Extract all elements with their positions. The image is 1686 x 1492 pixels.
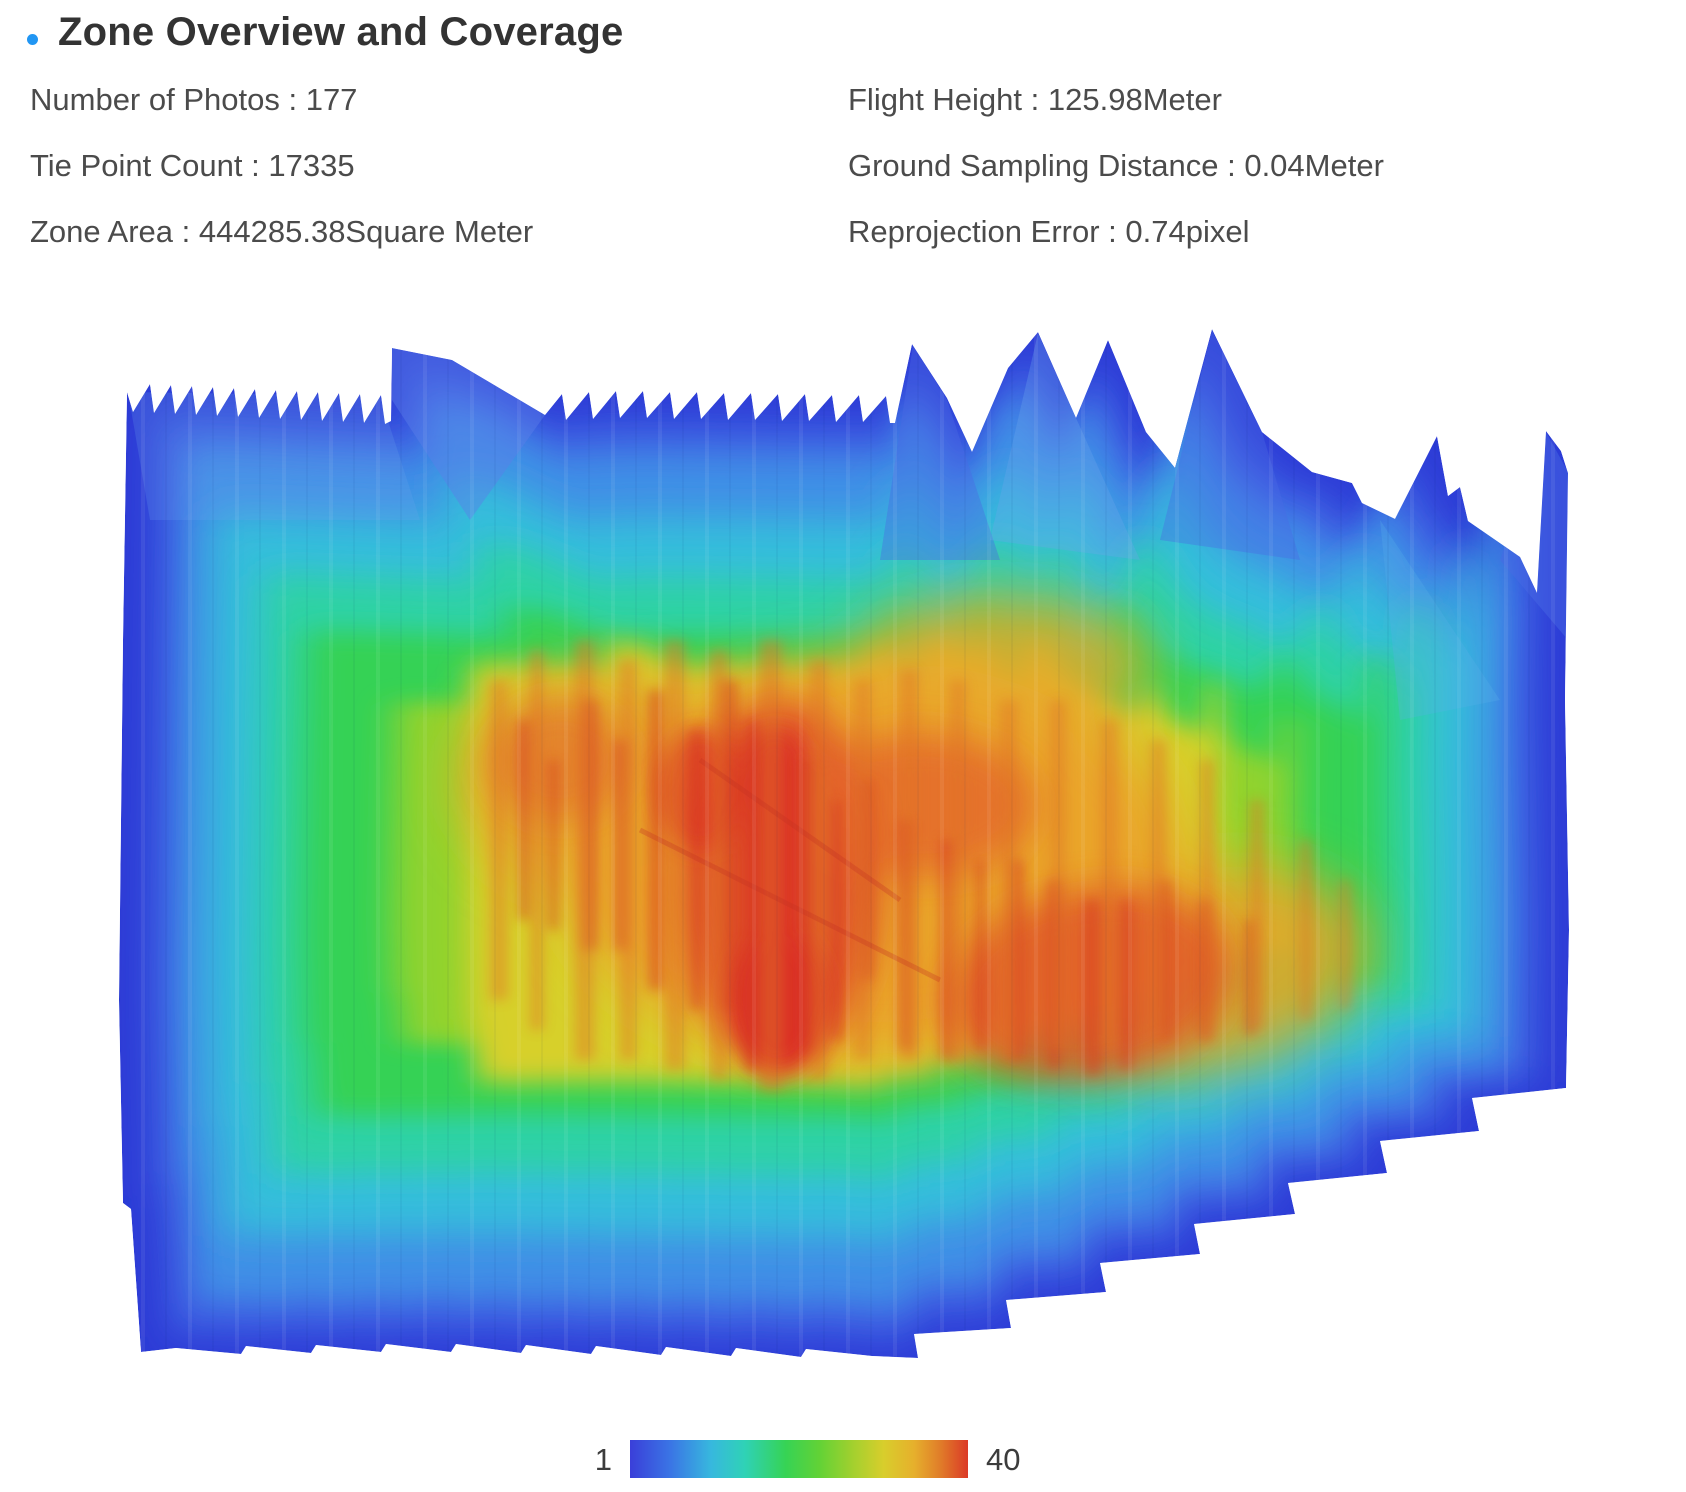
stat-row: Flight Height : 125.98Meter: [848, 82, 1384, 118]
stat-label: Flight Height: [848, 82, 1023, 117]
stat-value: 125.98Meter: [1047, 82, 1222, 117]
section-title: Zone Overview and Coverage: [58, 10, 624, 54]
stat-row: Ground Sampling Distance : 0.04Meter: [848, 148, 1384, 184]
stat-value: 177: [305, 82, 358, 117]
stat-label: Zone Area: [30, 214, 174, 249]
stat-value: 444285.38Square Meter: [198, 214, 534, 249]
stat-separator: :: [1099, 214, 1126, 249]
stat-separator: :: [173, 214, 199, 249]
legend-max-label: 40: [986, 1442, 1021, 1477]
stat-row: Tie Point Count : 17335: [30, 148, 533, 184]
stat-separator: :: [1218, 148, 1245, 183]
stat-label: Tie Point Count: [30, 148, 243, 183]
legend-colorbar: [630, 1440, 968, 1478]
stat-label: Reprojection Error: [848, 214, 1100, 249]
stats-left-column: Number of Photos : 177 Tie Point Count :…: [30, 82, 533, 280]
stat-label: Ground Sampling Distance: [848, 148, 1219, 183]
stat-row: Reprojection Error : 0.74pixel: [848, 214, 1384, 250]
stat-separator: :: [1022, 82, 1048, 117]
stat-value: 17335: [268, 148, 355, 183]
stat-row: Number of Photos : 177: [30, 82, 533, 118]
section-bullet-icon: [27, 34, 38, 45]
legend-min-label: 1: [594, 1442, 612, 1477]
stat-value: 0.74pixel: [1125, 214, 1250, 249]
stat-separator: :: [242, 148, 269, 183]
stat-label: Number of Photos: [30, 82, 280, 117]
stats-right-column: Flight Height : 125.98Meter Ground Sampl…: [848, 82, 1384, 280]
stat-row: Zone Area : 444285.38Square Meter: [30, 214, 533, 250]
stat-value: 0.04Meter: [1244, 148, 1384, 183]
stat-separator: :: [279, 82, 306, 117]
